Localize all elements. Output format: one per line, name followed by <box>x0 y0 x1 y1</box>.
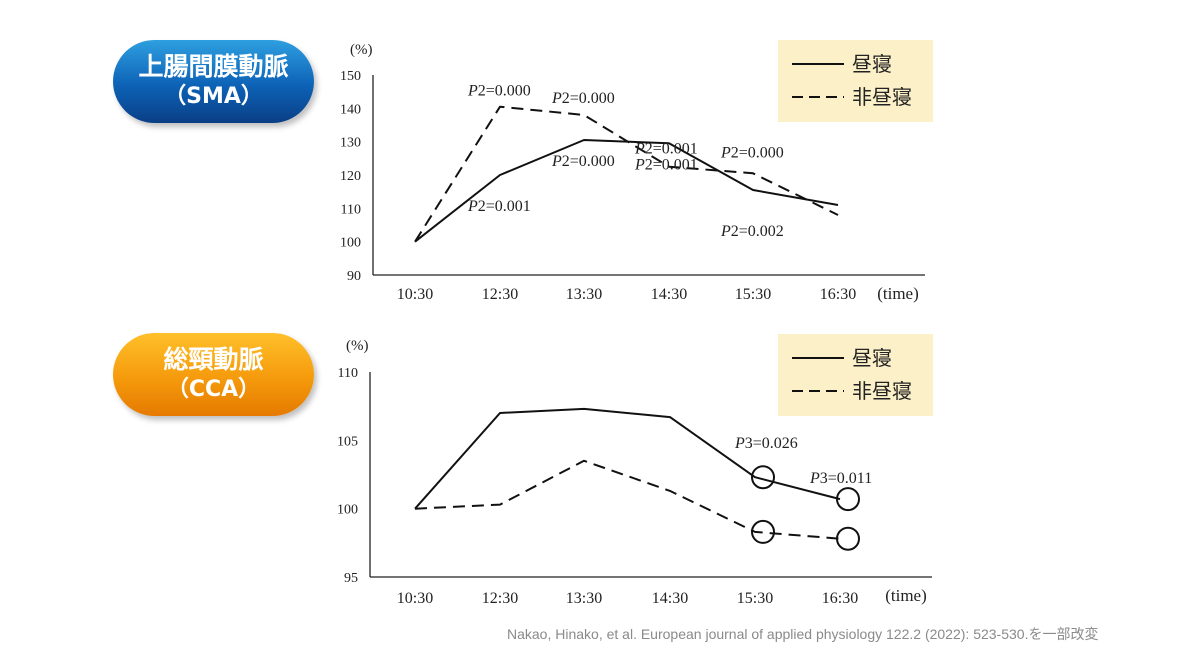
p-value-annotation: P3=0.026 <box>734 435 798 452</box>
y-tick-label: 110 <box>338 366 358 381</box>
legend-box <box>778 334 933 416</box>
x-tick-label: 14:30 <box>651 286 687 303</box>
significance-circle <box>836 526 860 551</box>
y-axis-label: (%) <box>350 42 373 58</box>
significance-circle <box>751 465 775 490</box>
y-tick-label: 95 <box>344 571 358 586</box>
significance-circle <box>836 487 860 512</box>
series-line-non-nap <box>414 105 839 243</box>
p-value-annotation: P2=0.000 <box>551 90 615 107</box>
legend-label: 非昼寝 <box>852 379 912 403</box>
x-tick-label: 13:30 <box>566 590 602 607</box>
x-tick-label: 10:30 <box>397 286 433 303</box>
y-tick-label: 120 <box>340 169 361 184</box>
p-value-annotation: P2=0.001 <box>467 198 531 215</box>
p-value-annotation: P2=0.000 <box>720 144 784 161</box>
x-tick-label: 12:30 <box>482 590 518 607</box>
x-tick-label: 12:30 <box>482 286 518 303</box>
x-tick-label: 15:30 <box>735 286 771 303</box>
p-value-annotation: P2=0.001 <box>634 156 698 173</box>
y-tick-label: 100 <box>337 503 358 518</box>
y-tick-label: 90 <box>347 269 361 284</box>
legend-label: 昼寝 <box>852 346 892 370</box>
p-value-annotation: P2=0.000 <box>467 83 531 100</box>
x-tick-label: 16:30 <box>820 286 856 303</box>
x-tick-label: 14:30 <box>652 590 688 607</box>
citation: Nakao, Hinako, et al. European journal o… <box>507 626 1099 642</box>
y-tick-label: 130 <box>340 136 361 151</box>
series-line-non-nap <box>414 459 841 540</box>
x-tick-label: 13:30 <box>566 286 602 303</box>
legend-box <box>778 40 933 122</box>
x-tick-label: 16:30 <box>822 590 858 607</box>
significance-circle <box>751 519 775 544</box>
sma-label-pill: 上腸間膜動脈 （SMA） <box>113 40 314 123</box>
x-tick-label: 10:30 <box>397 590 433 607</box>
sma-label-line2: （SMA） <box>164 84 263 109</box>
chart-sma: 90 100 110 120 130 140 150 (%) 10:30 12:30 13:30 14… <box>340 40 933 303</box>
legend-label: 昼寝 <box>852 52 892 76</box>
cca-label-line2: （CCA） <box>166 377 261 402</box>
x-axis-label: (time) <box>877 284 919 303</box>
y-tick-label: 100 <box>340 236 361 251</box>
p-value-annotation: P3=0.011 <box>809 470 872 487</box>
y-axis-label: (%) <box>346 338 369 354</box>
p-value-annotation: P2=0.001 <box>634 141 698 158</box>
cca-label-line1: 総頸動脈 <box>163 345 264 374</box>
y-tick-label: 105 <box>337 434 358 449</box>
x-tick-label: 15:30 <box>737 590 773 607</box>
series-line-nap <box>414 407 841 510</box>
cca-label-pill: 総頸動脈 （CCA） <box>113 333 314 416</box>
y-tick-label: 110 <box>341 202 361 217</box>
y-tick-label: 150 <box>340 69 361 84</box>
x-axis-label: (time) <box>885 586 927 605</box>
sma-label-line1: 上腸間膜動脈 <box>138 52 289 81</box>
chart-cca: 95 100 105 110 (%) 10:30 12:30 13:30 14:30 15:30 1… <box>337 334 933 607</box>
p-value-annotation: P2=0.000 <box>551 153 615 170</box>
p-value-annotation: P2=0.002 <box>720 223 784 240</box>
legend-label: 非昼寝 <box>852 85 912 109</box>
y-tick-label: 140 <box>340 102 361 117</box>
